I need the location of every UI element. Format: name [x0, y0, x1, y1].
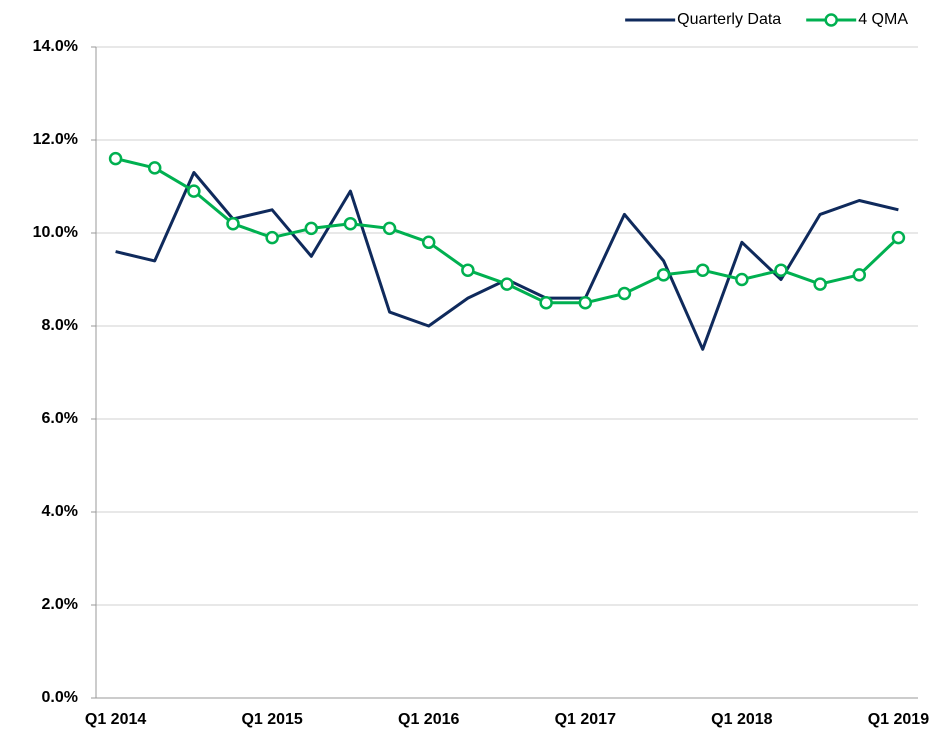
legend-label: Quarterly Data [677, 11, 781, 28]
marker [695, 263, 710, 277]
marker [382, 221, 397, 236]
marker [500, 277, 514, 291]
marker [147, 161, 162, 175]
x-tick-label: Q1 2018 [711, 711, 772, 728]
y-tick-label: 8.0% [42, 317, 78, 334]
marker [813, 277, 827, 291]
legend-marker [824, 13, 838, 27]
x-tick-label: Q1 2019 [868, 711, 929, 728]
marker [578, 296, 593, 310]
x-tick-label: Q1 2016 [398, 711, 459, 728]
marker [852, 268, 867, 282]
marker [187, 184, 201, 198]
marker [539, 296, 553, 310]
marker [108, 151, 123, 166]
marker [304, 221, 319, 236]
marker [891, 230, 906, 245]
y-tick-label: 2.0% [42, 596, 78, 613]
x-tick-label: Q1 2014 [85, 711, 146, 728]
legend-label: 4 QMA [858, 11, 908, 28]
marker [461, 263, 475, 277]
marker [421, 235, 436, 250]
marker [735, 272, 749, 287]
y-tick-label: 10.0% [33, 224, 78, 241]
marker [343, 216, 358, 231]
marker [226, 216, 240, 231]
marker [774, 263, 788, 277]
marker [265, 230, 279, 245]
y-tick-label: 12.0% [33, 131, 78, 148]
y-tick-label: 14.0% [33, 38, 78, 55]
series-line [115, 171, 899, 351]
y-tick-label: 6.0% [42, 410, 78, 427]
y-tick-label: 0.0% [42, 689, 78, 706]
y-tick-label: 4.0% [42, 503, 78, 520]
marker [656, 268, 671, 282]
marker [617, 286, 632, 301]
x-tick-label: Q1 2017 [555, 711, 616, 728]
x-tick-label: Q1 2015 [241, 711, 302, 728]
